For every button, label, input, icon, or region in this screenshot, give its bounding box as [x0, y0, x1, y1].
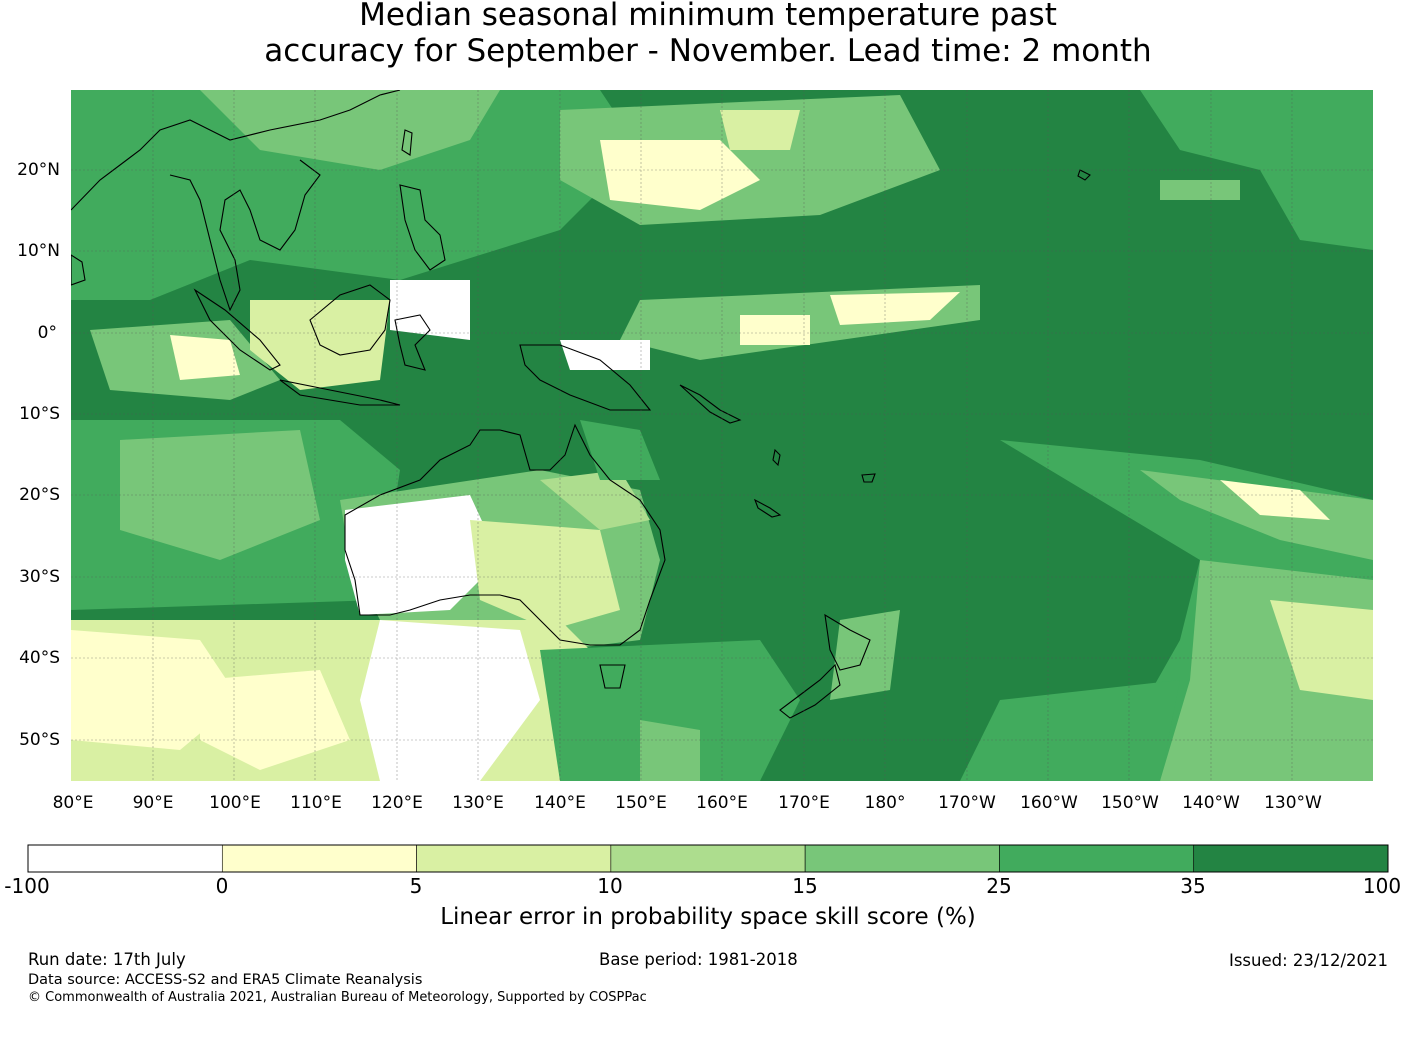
skill-region [390, 280, 470, 340]
skill-region [1140, 470, 1373, 560]
chart-title-line2: accuracy for September - November. Lead … [264, 33, 1152, 69]
data-source: Data source: ACCESS-S2 and ERA5 Climate … [28, 972, 423, 988]
tasmania-coastline [599, 664, 626, 689]
skill-region [560, 340, 650, 370]
skill-region [470, 520, 620, 630]
taiwan-coastline [401, 129, 413, 156]
skill-region [170, 335, 240, 380]
lon-tick-label: 140°E [534, 793, 586, 813]
skill-region [71, 630, 240, 750]
lon-tick-label: 150°E [615, 793, 667, 813]
skill-region [830, 292, 960, 325]
mainland-asia-coastline [71, 90, 401, 312]
lon-tick-label: 130°E [452, 793, 504, 813]
skill-region [720, 110, 800, 150]
skill-region [1160, 180, 1240, 200]
lat-tick-label: 30°S [19, 567, 60, 587]
coastlines [71, 90, 1091, 719]
lon-tick-label: 140°W [1182, 793, 1240, 813]
vanuatu-coastline [772, 448, 781, 467]
lat-tick-label: 20°N [17, 160, 60, 180]
australia-coastline [344, 423, 666, 646]
fiji-coastline [861, 473, 876, 483]
philippines-coastline [399, 184, 446, 271]
skill-region [1140, 90, 1373, 250]
skill-region [960, 680, 1180, 781]
lon-tick-label: 180° [864, 793, 906, 813]
skill-region [640, 720, 700, 781]
colorbar-tick-label: -100 [4, 874, 50, 898]
map-gridlines [71, 90, 1373, 781]
skill-region [540, 640, 800, 781]
skill-region [71, 90, 640, 300]
lat-tick-label: 10°N [17, 241, 60, 261]
colorbar-tick-label: 15 [792, 874, 818, 898]
lon-tick-label: 90°E [132, 793, 174, 813]
colorbar-tick-label: 25 [986, 874, 1012, 898]
lon-tick-label: 100°E [209, 793, 261, 813]
lat-tick-label: 20°S [19, 485, 60, 505]
colorbar-label: Linear error in probability space skill … [440, 904, 976, 930]
colorbar-tick-label: 35 [1180, 874, 1206, 898]
run-date: Run date: 17th July [28, 950, 186, 969]
lon-tick-label: 160°W [1020, 793, 1078, 813]
colorbar-tick-label: 100 [1362, 874, 1402, 898]
skill-region [345, 495, 500, 615]
hawaii-coastline [1077, 169, 1091, 181]
lat-tick-label: 0° [37, 323, 57, 343]
borneo-coastline [309, 284, 391, 356]
copyright: © Commonwealth of Australia 2021, Austra… [28, 990, 647, 1005]
skill-region [1270, 600, 1373, 700]
lon-tick-label: 110°E [290, 793, 342, 813]
colorbar-tick-label: 5 [409, 874, 423, 898]
lon-tick-label: 80°E [52, 793, 94, 813]
colorbar-tick-label: 0 [215, 874, 229, 898]
sumatra-coastline [193, 288, 281, 371]
lon-tick-label: 130°W [1264, 793, 1322, 813]
lat-tick-label: 50°S [19, 730, 60, 750]
skill-region [200, 90, 500, 170]
skill-region [200, 670, 350, 770]
sulawesi-coastline [394, 314, 431, 371]
chart-title-line1: Median seasonal minimum temperature past [359, 0, 1057, 33]
lon-tick-label: 120°E [371, 793, 423, 813]
new-caledonia-coastline [753, 498, 782, 518]
skill-region [740, 315, 810, 345]
lon-tick-label: 170°W [938, 793, 996, 813]
solomon-islands-coastline [679, 384, 742, 424]
new-guinea-coastline [519, 344, 652, 411]
sri-lanka-coastline [71, 254, 86, 286]
colorbar-tick-label: 10 [597, 874, 623, 898]
issued-date: Issued: 23/12/2021 [1228, 951, 1388, 970]
skill-region [540, 470, 650, 530]
skill-region [580, 420, 660, 480]
lat-tick-label: 10°S [19, 404, 60, 424]
lon-tick-label: 150°W [1101, 793, 1159, 813]
skill-region [830, 610, 900, 700]
lon-tick-label: 160°E [696, 793, 748, 813]
skill-region [1220, 480, 1330, 520]
java-coastline [279, 379, 401, 406]
skill-region [600, 140, 760, 210]
lon-tick-label: 170°E [778, 793, 830, 813]
new-zealand-north-coastline [824, 613, 871, 671]
new-zealand-south-coastline [779, 663, 841, 719]
skill-region [360, 620, 540, 781]
lat-tick-label: 40°S [19, 648, 60, 668]
base-period: Base period: 1981-2018 [599, 950, 798, 969]
